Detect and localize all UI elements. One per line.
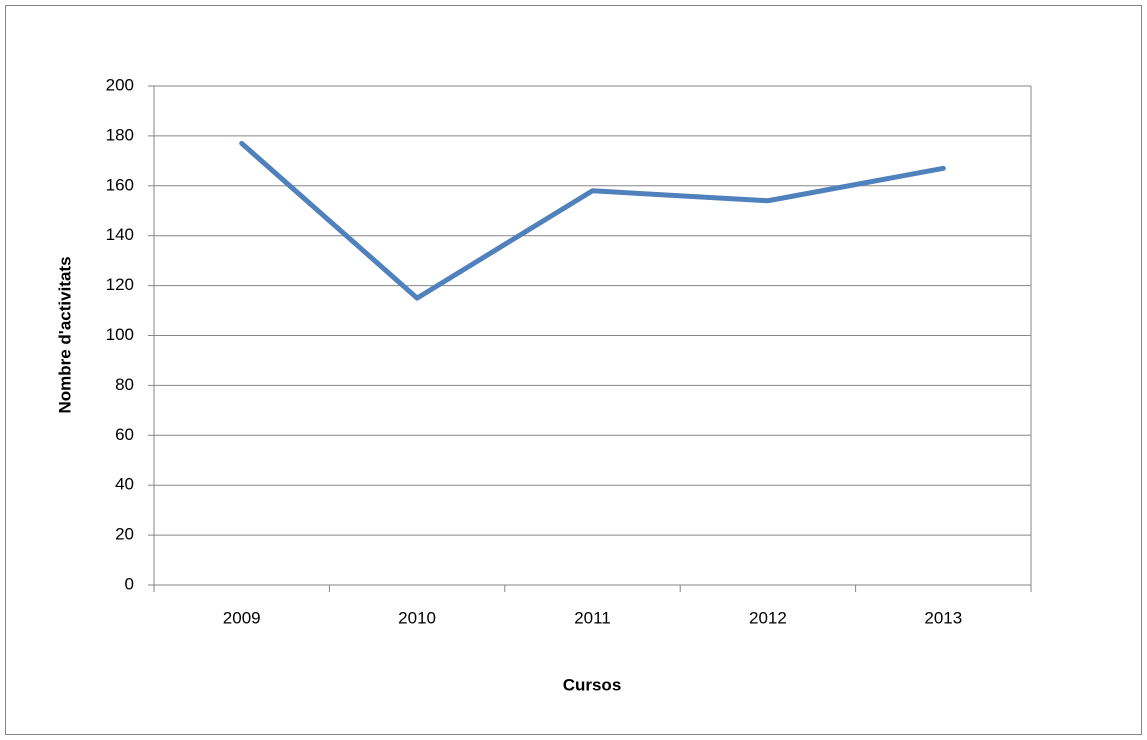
data-line	[239, 140, 946, 301]
y-tick-label: 60	[115, 425, 134, 444]
x-tick-label: 2010	[398, 608, 436, 627]
chart-border	[5, 5, 1142, 735]
x-tick-label: 2009	[223, 608, 261, 627]
y-tick-label: 100	[106, 325, 134, 344]
x-tick-label: 2012	[749, 608, 787, 627]
y-axis-title: Nombre d'activitats	[55, 256, 74, 413]
y-tick-label: 200	[106, 75, 134, 94]
y-tick-label: 20	[115, 525, 134, 544]
x-tick-label: 2011	[574, 608, 611, 627]
y-tick-label: 160	[106, 175, 134, 194]
y-tick-label: 0	[125, 574, 134, 593]
x-axis-title: Cursos	[563, 675, 622, 694]
y-tick-label: 180	[106, 125, 134, 144]
y-tick-label: 120	[106, 275, 134, 294]
y-tick-label: 80	[115, 375, 134, 394]
y-tick-label: 140	[106, 225, 134, 244]
x-tick-label: 2013	[924, 608, 962, 627]
y-tick-label: 40	[115, 475, 134, 494]
